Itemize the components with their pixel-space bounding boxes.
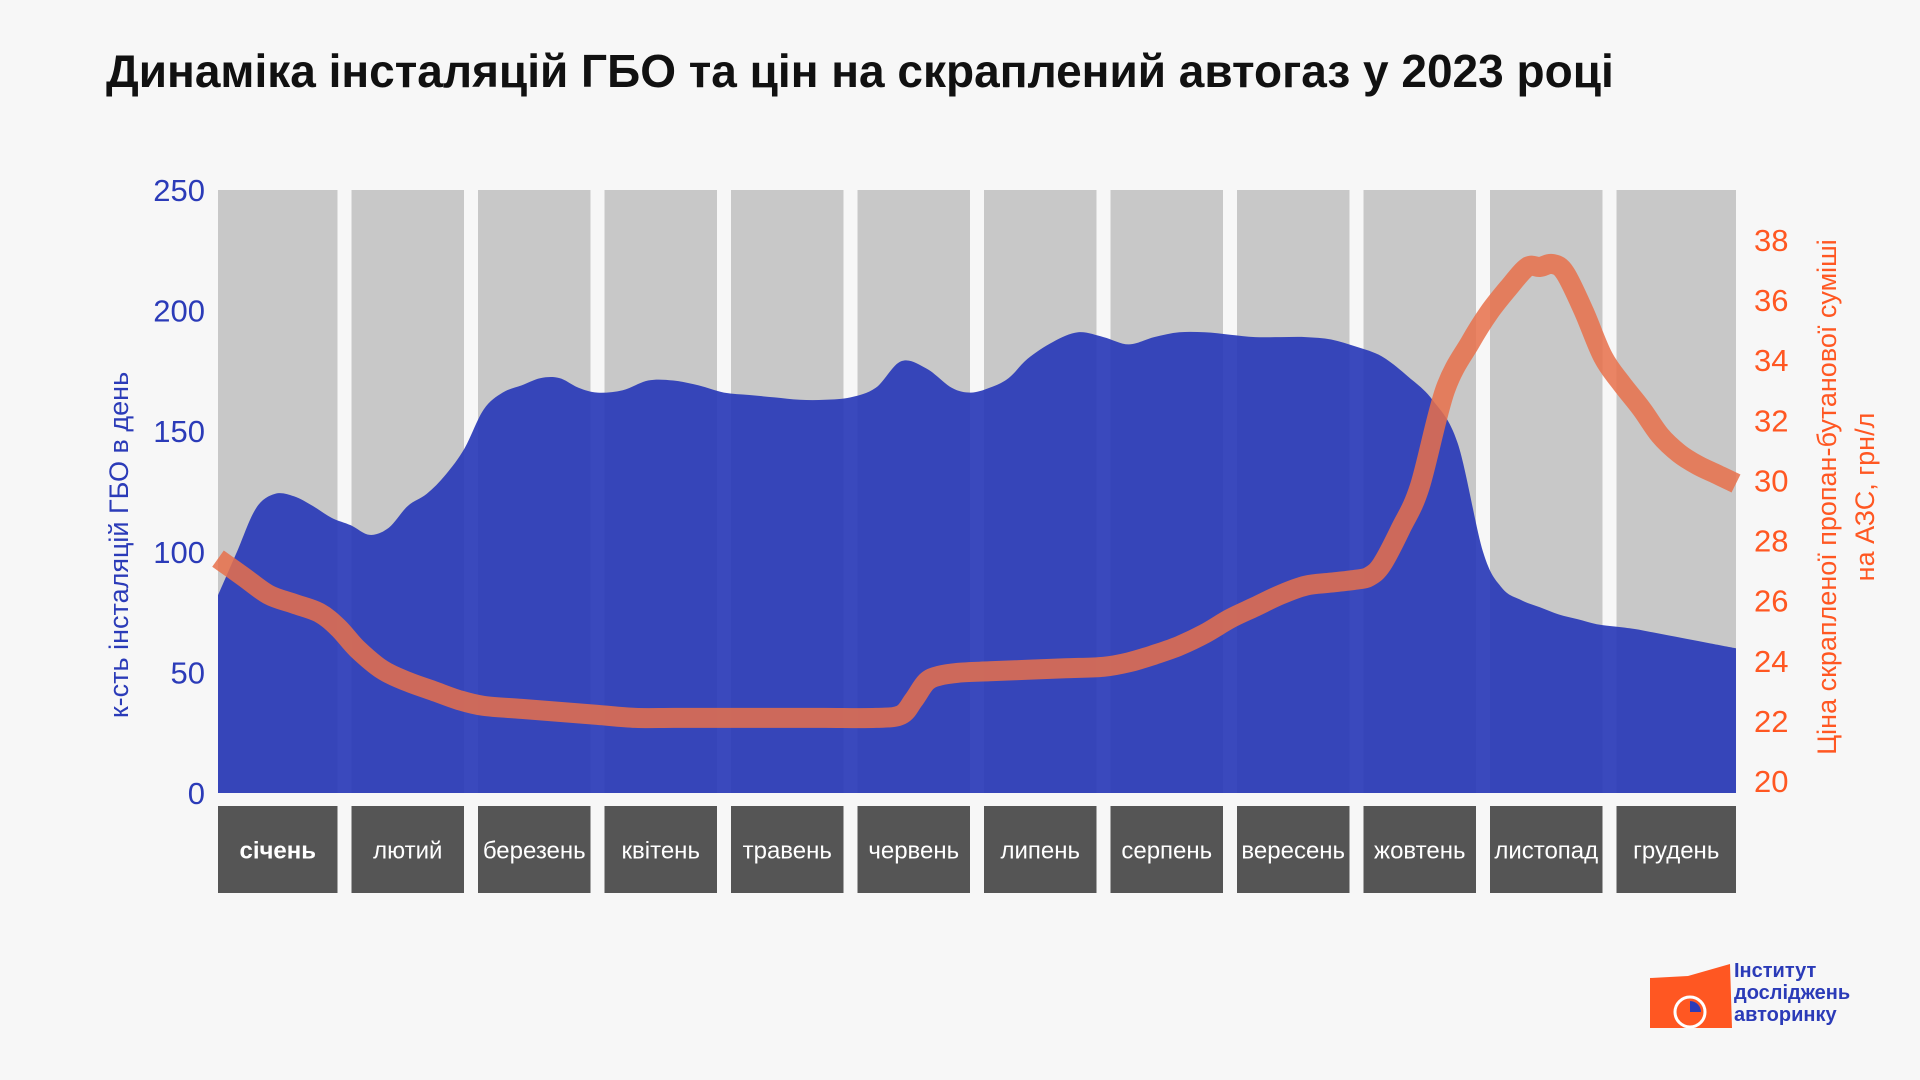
month-label-box: [218, 806, 338, 893]
month-label-box: [478, 806, 591, 893]
left-y-axis: 0 50 100 150 200 250: [153, 173, 205, 811]
month-label-box: [1363, 806, 1476, 893]
month-label: січень: [239, 838, 316, 865]
right-tick-label: 30: [1754, 463, 1788, 498]
installs-area-layer: [218, 331, 1736, 793]
month-label: листопад: [1494, 838, 1598, 865]
month-label: серпень: [1121, 838, 1212, 865]
right-tick-label: 20: [1754, 764, 1788, 799]
chart-title: Динаміка інсталяцій ГБО та цін на скрапл…: [106, 45, 1614, 97]
month-label-box: [1110, 806, 1223, 893]
month-label: квітень: [622, 838, 700, 865]
right-tick-label: 34: [1754, 343, 1788, 378]
right-tick-label: 24: [1754, 644, 1788, 679]
logo-line1: Інститут: [1734, 960, 1817, 982]
right-tick-label: 22: [1754, 704, 1788, 739]
left-axis-title: к-сть інсталяцій ГБО в день: [104, 372, 134, 718]
right-axis-title-line2: на АЗС, грн/л: [1850, 413, 1880, 582]
month-label-box: [1490, 806, 1603, 893]
month-label-box: [351, 806, 464, 893]
month-label-box: [604, 806, 717, 893]
month-label: жовтень: [1374, 838, 1465, 865]
logo-line2: досліджень: [1734, 982, 1851, 1004]
logo-line3: авторинку: [1734, 1004, 1837, 1026]
left-tick-label: 200: [153, 294, 205, 329]
institute-logo: Інститут досліджень авторинку: [1648, 960, 1868, 1032]
left-tick-label: 150: [153, 414, 205, 449]
left-tick-label: 250: [153, 173, 205, 208]
right-axis-title-line1: Ціна скрапленої пропан-бутанової суміші: [1812, 239, 1842, 755]
installs-area: [218, 331, 1736, 793]
month-labels: січень лютий березень квітень травень червень…: [218, 806, 1736, 893]
month-label-box: [857, 806, 970, 893]
left-tick-label: 100: [153, 535, 205, 570]
right-tick-label: 38: [1754, 223, 1788, 258]
month-label-box: [1237, 806, 1350, 893]
right-tick-label: 32: [1754, 403, 1788, 438]
month-label-box: [984, 806, 1097, 893]
right-y-axis: 20 22 24 26 28 30 32 34 36 38: [1754, 223, 1788, 799]
month-label: травень: [743, 838, 832, 865]
month-label: липень: [1000, 838, 1080, 865]
right-tick-label: 28: [1754, 524, 1788, 559]
left-tick-label: 0: [188, 776, 205, 811]
price-line: [212, 253, 1741, 729]
car-pie-chart-icon: [1650, 964, 1732, 1029]
month-label: березень: [483, 838, 586, 865]
left-tick-label: 50: [171, 655, 205, 690]
month-label-box: [731, 806, 844, 893]
month-label: грудень: [1633, 838, 1719, 865]
month-label-box: [1616, 806, 1736, 893]
price-line-layer: [212, 253, 1741, 729]
right-tick-label: 26: [1754, 584, 1788, 619]
month-label: лютий: [373, 838, 442, 865]
right-tick-label: 36: [1754, 283, 1788, 318]
month-label: червень: [868, 838, 959, 865]
month-label: вересень: [1241, 838, 1345, 865]
